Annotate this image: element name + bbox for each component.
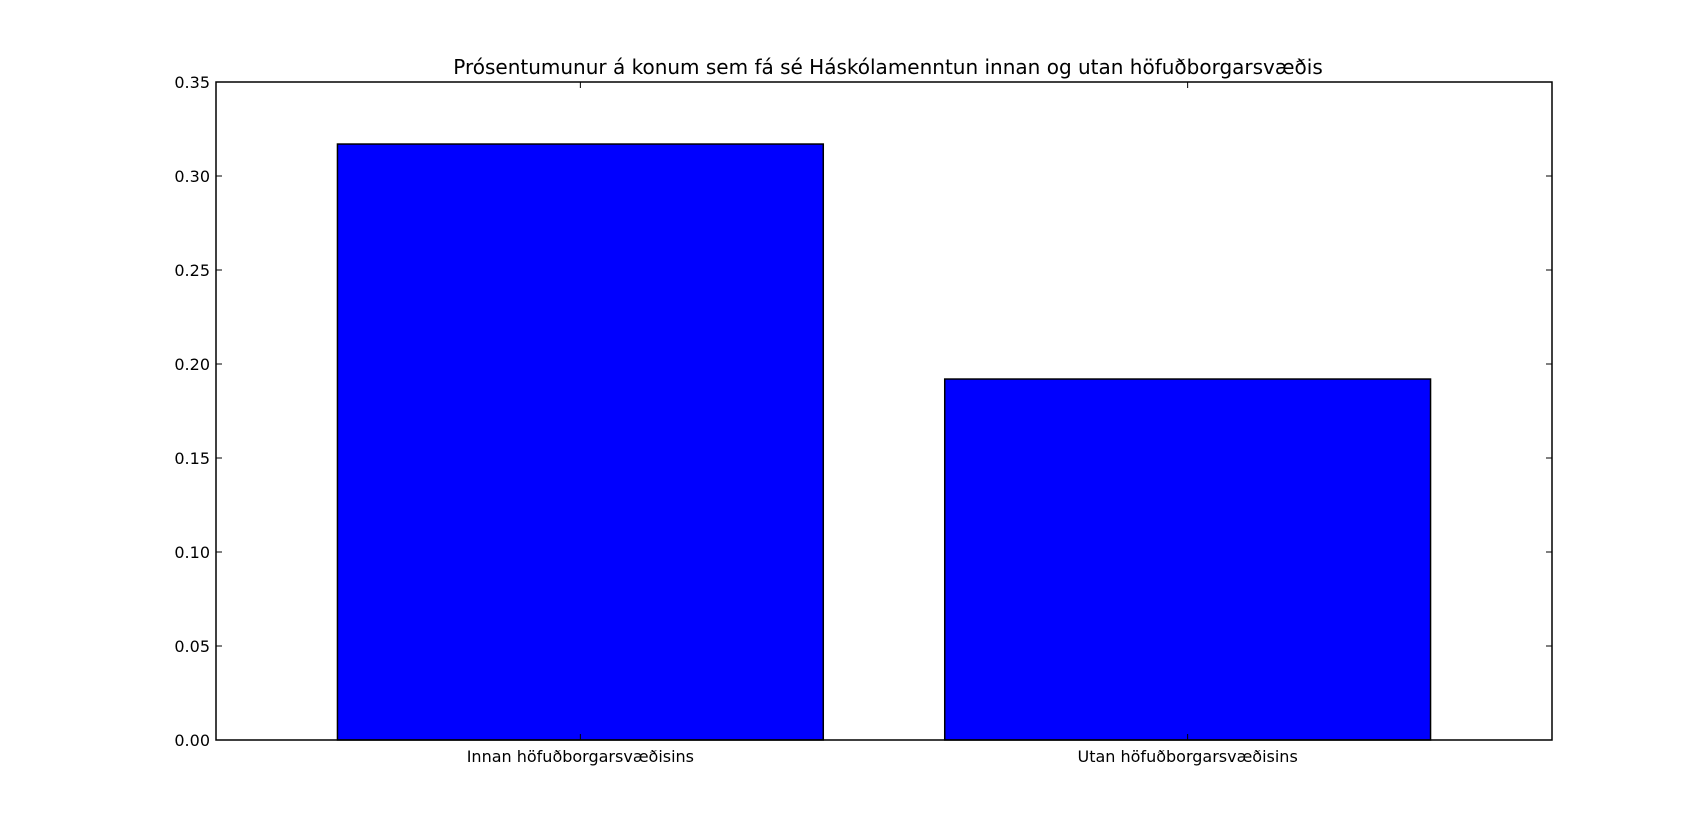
y-tick-label: 0.10	[174, 543, 210, 562]
bar-2	[943, 378, 1432, 741]
y-tick-label: 0.15	[174, 449, 210, 468]
y-tick-label: 0.35	[174, 73, 210, 92]
y-tick-label: 0.20	[174, 355, 210, 374]
y-tick-label: 0.05	[174, 637, 210, 656]
y-tick-label: 0.25	[174, 261, 210, 280]
x-tick-label: Utan höfuðborgarsvæðisins	[1077, 747, 1297, 766]
x-tick-label: Innan höfuðborgarsvæðisins	[467, 747, 694, 766]
y-tick-label: 0.30	[174, 167, 210, 186]
tick-labels-group: Innan höfuðborgarsvæðisins Utan höfuðborg…	[174, 73, 1297, 766]
chart-title: Prósentumunur á konum sem fá sé Háskólam…	[453, 55, 1323, 79]
plot-frame	[215, 81, 1553, 741]
bars-group	[336, 143, 1432, 741]
y-tick-label: 0.00	[174, 731, 210, 750]
bar-1	[336, 143, 825, 741]
